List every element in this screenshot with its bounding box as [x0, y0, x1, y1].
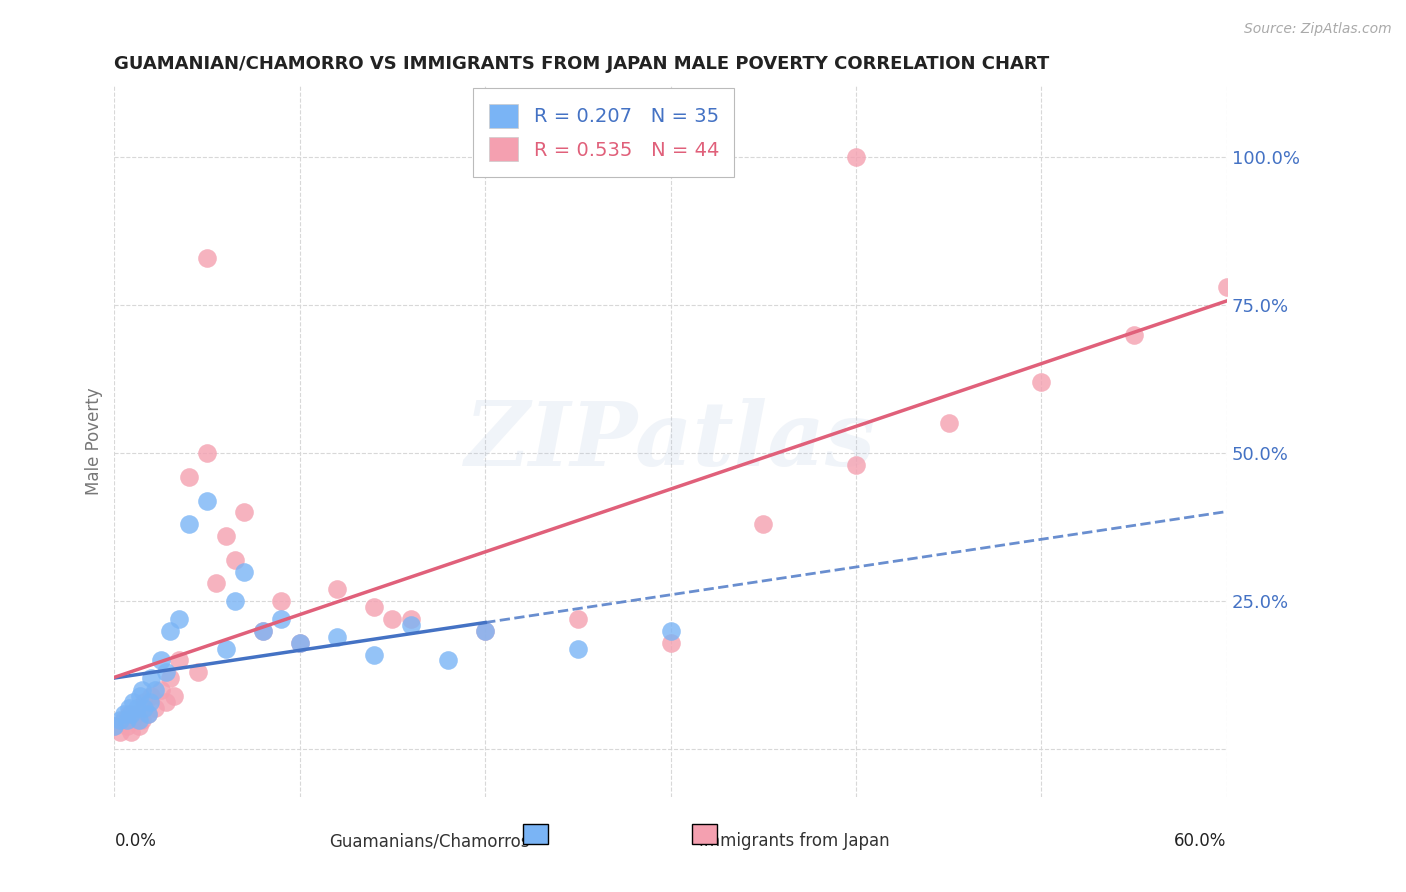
Point [567, 612, 589, 626]
Text: ZIPatlas: ZIPatlas [465, 398, 876, 484]
Point [125, 701, 148, 715]
Text: GUAMANIAN/CHAMORRO VS IMMIGRANTS FROM JAPAN MALE POVERTY CORRELATION CHART: GUAMANIAN/CHAMORRO VS IMMIGRANTS FROM JA… [114, 55, 1050, 73]
Point [363, 648, 385, 662]
Point [120, 706, 142, 721]
Point [659, 636, 682, 650]
Point [120, 724, 142, 739]
Point [399, 612, 422, 626]
Point [437, 653, 460, 667]
Point [143, 683, 166, 698]
Point [214, 529, 236, 543]
Point [205, 576, 228, 591]
Point [233, 565, 256, 579]
Point [163, 689, 186, 703]
Point [195, 493, 218, 508]
Point [159, 624, 181, 638]
Legend: R = 0.207   N = 35, R = 0.535   N = 44: R = 0.207 N = 35, R = 0.535 N = 44 [474, 88, 734, 177]
Point [122, 695, 145, 709]
Point [474, 624, 496, 638]
Point [136, 706, 159, 721]
Point [169, 653, 191, 667]
Point [112, 706, 135, 721]
Point [108, 713, 131, 727]
Point [752, 517, 775, 532]
Point [129, 689, 152, 703]
Point [117, 713, 139, 727]
Point [112, 713, 135, 727]
Y-axis label: Male Poverty: Male Poverty [86, 387, 103, 495]
Point [845, 458, 868, 472]
Point [125, 706, 148, 721]
Point [1031, 375, 1053, 389]
Point [233, 505, 256, 519]
Point [1216, 280, 1239, 294]
Point [214, 641, 236, 656]
Point [938, 417, 960, 431]
Point [1123, 327, 1146, 342]
Point [288, 636, 311, 650]
Point [187, 665, 209, 680]
Point [224, 553, 246, 567]
Point [326, 630, 349, 644]
Point [252, 624, 274, 638]
Point [141, 671, 163, 685]
Point [132, 695, 155, 709]
Point [224, 594, 246, 608]
Point [131, 713, 153, 727]
Point [845, 150, 868, 164]
Point [659, 624, 682, 638]
Point [131, 683, 153, 698]
Point [288, 636, 311, 650]
Point [128, 713, 150, 727]
Point [567, 641, 589, 656]
Point [326, 582, 349, 597]
Text: Guamanians/Chamorros: Guamanians/Chamorros [329, 832, 530, 850]
Point [143, 701, 166, 715]
Point [108, 724, 131, 739]
Point [149, 653, 172, 667]
Point [399, 618, 422, 632]
Point [195, 446, 218, 460]
Point [155, 665, 177, 680]
Point [138, 695, 160, 709]
Point [132, 701, 155, 715]
Point [136, 706, 159, 721]
Point [270, 594, 292, 608]
Point [103, 718, 125, 732]
Text: Immigrants from Japan: Immigrants from Japan [699, 832, 890, 850]
Point [159, 671, 181, 685]
Point [474, 624, 496, 638]
Point [270, 612, 292, 626]
Point [155, 695, 177, 709]
Point [363, 600, 385, 615]
Point [141, 689, 163, 703]
Point [117, 718, 139, 732]
Point [169, 612, 191, 626]
Point [195, 251, 218, 265]
Point [252, 624, 274, 638]
Point [177, 517, 200, 532]
Point [103, 718, 125, 732]
Text: 0.0%: 0.0% [114, 832, 156, 850]
Point [128, 718, 150, 732]
Point [118, 706, 141, 721]
Text: 60.0%: 60.0% [1174, 832, 1227, 850]
Point [122, 713, 145, 727]
Point [149, 683, 172, 698]
Text: Source: ZipAtlas.com: Source: ZipAtlas.com [1244, 22, 1392, 37]
Point [177, 470, 200, 484]
Point [118, 701, 141, 715]
Point [381, 612, 404, 626]
